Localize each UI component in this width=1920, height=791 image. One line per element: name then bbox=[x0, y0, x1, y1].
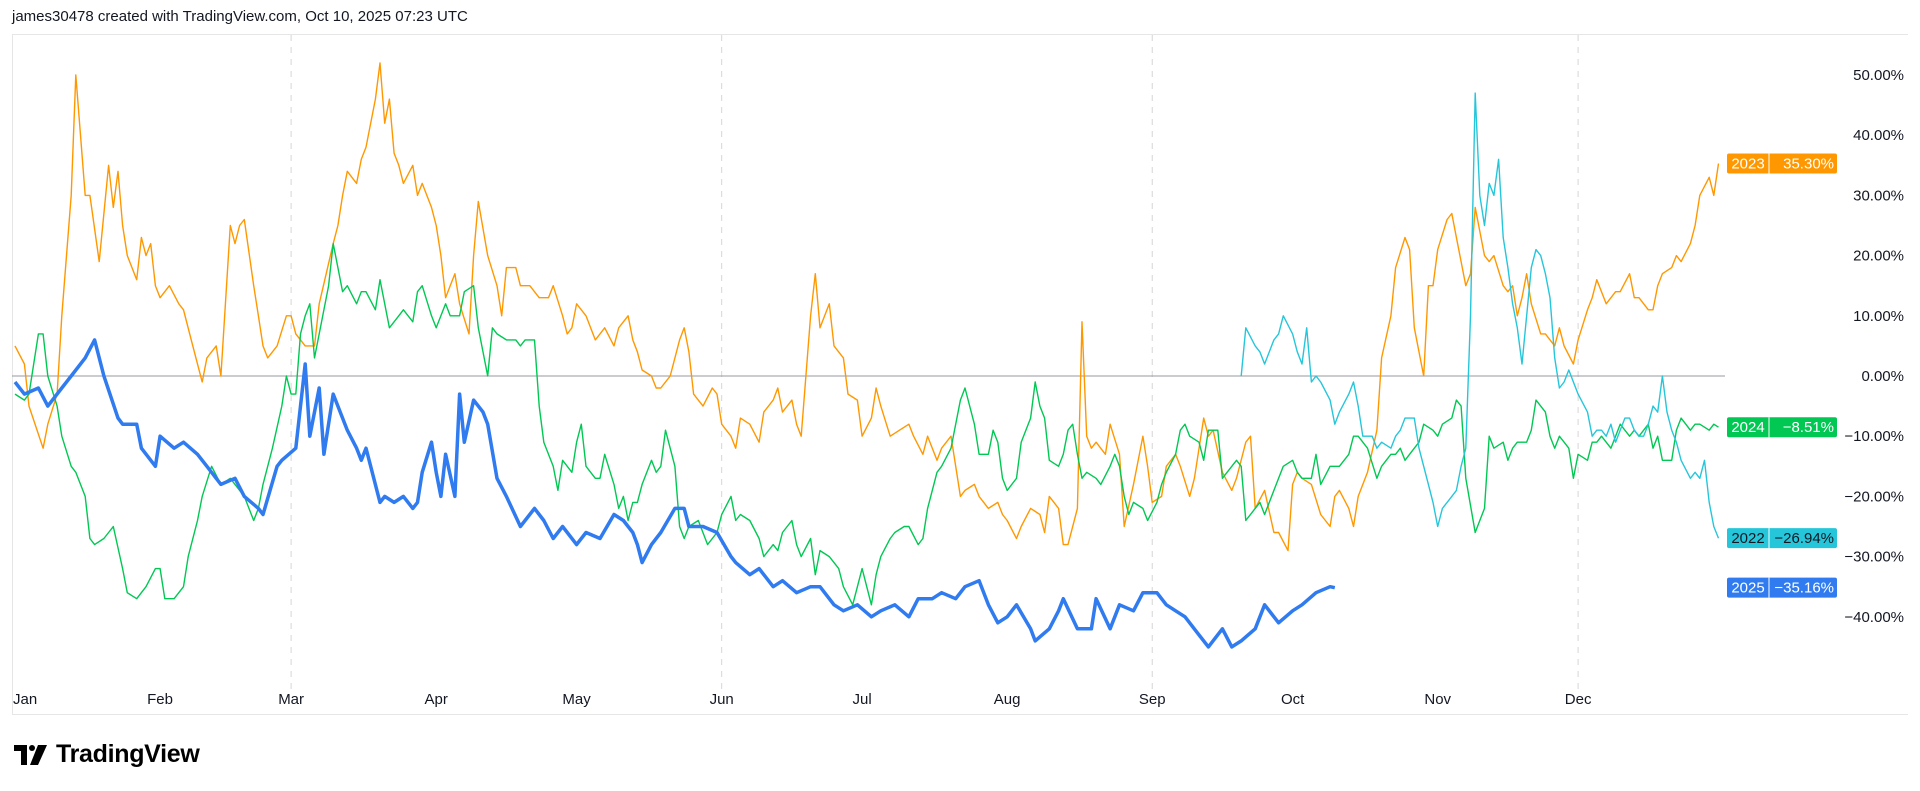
x-tick-label: Jun bbox=[710, 691, 734, 708]
y-tick-label: 40.00% bbox=[1853, 127, 1904, 144]
chart-caption: james30478 created with TradingView.com,… bbox=[12, 8, 468, 25]
y-tick-label: −40.00% bbox=[1844, 609, 1904, 626]
x-tick-label: Apr bbox=[425, 691, 448, 708]
badge-background bbox=[1727, 528, 1837, 549]
x-tick-label: Dec bbox=[1565, 691, 1592, 708]
x-tick-label: Jul bbox=[852, 691, 871, 708]
badge-2024: 2024 −8.51% bbox=[1727, 417, 1837, 438]
tradingview-logo-text: TradingView bbox=[56, 740, 200, 768]
badge-series-name: 2022 bbox=[1731, 530, 1764, 547]
y-tick-label: −20.00% bbox=[1844, 488, 1904, 505]
x-tick-label: Jan bbox=[13, 691, 37, 708]
badge-series-name: 2025 bbox=[1731, 580, 1764, 597]
badge-background bbox=[1727, 417, 1837, 438]
x-tick-label: Aug bbox=[994, 691, 1021, 708]
price-scale[interactable]: 50.00% 40.00% 30.00% 20.00% 10.00% 0.00% −10.0… bbox=[1844, 67, 1904, 626]
y-tick-label: 10.00% bbox=[1853, 308, 1904, 325]
badge-2025: 2025 −35.16% bbox=[1727, 577, 1837, 598]
y-tick-label: 50.00% bbox=[1853, 67, 1904, 84]
badge-series-name: 2023 bbox=[1731, 155, 1764, 172]
y-tick-label: −30.00% bbox=[1844, 549, 1904, 566]
x-tick-label: Sep bbox=[1139, 691, 1166, 708]
badge-last-value: −35.16% bbox=[1774, 580, 1834, 597]
y-tick-label: 20.00% bbox=[1853, 248, 1904, 265]
x-tick-label: May bbox=[562, 691, 591, 708]
badge-last-value: −8.51% bbox=[1783, 419, 1834, 436]
last-value-badges: 2023 35.30% 2024 −8.51% 2022 −26.94% 2025 −35.1… bbox=[1727, 153, 1837, 598]
y-tick-label: 0.00% bbox=[1861, 368, 1904, 385]
series-line-2025[interactable] bbox=[13, 338, 1336, 649]
series-line-2023[interactable] bbox=[14, 62, 1720, 552]
x-tick-label: Mar bbox=[278, 691, 304, 708]
x-tick-label: Nov bbox=[1424, 691, 1451, 708]
series-line-2022[interactable] bbox=[1240, 92, 1720, 539]
badge-2023: 2023 35.30% bbox=[1727, 153, 1837, 174]
badge-last-value: −26.94% bbox=[1774, 530, 1834, 547]
series-lines bbox=[13, 62, 1720, 649]
tradingview-logo-icon bbox=[14, 744, 47, 765]
series-line-2024[interactable] bbox=[14, 242, 1719, 606]
badge-background bbox=[1727, 153, 1837, 174]
y-tick-label: 30.00% bbox=[1853, 187, 1904, 204]
chart-frame bbox=[12, 34, 1908, 715]
badge-series-name: 2024 bbox=[1731, 419, 1764, 436]
time-scale[interactable]: Jan Feb Mar Apr May Jun Jul Aug Sep Oct Nov Dec bbox=[13, 691, 1592, 708]
badge-background bbox=[1727, 577, 1837, 598]
badge-last-value: 35.30% bbox=[1783, 155, 1834, 172]
y-tick-label: −10.00% bbox=[1844, 428, 1904, 445]
badge-2022: 2022 −26.94% bbox=[1727, 528, 1837, 549]
x-tick-label: Oct bbox=[1281, 691, 1305, 708]
x-tick-label: Feb bbox=[147, 691, 173, 708]
tradingview-logo[interactable]: TradingView bbox=[14, 740, 200, 769]
